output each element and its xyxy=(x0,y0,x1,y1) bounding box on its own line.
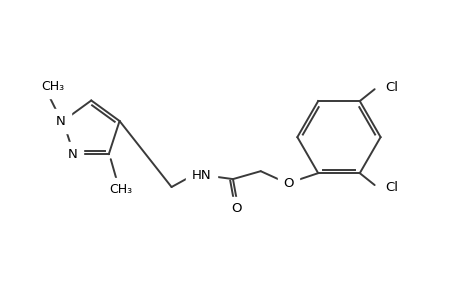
Text: Cl: Cl xyxy=(385,181,397,194)
Text: CH₃: CH₃ xyxy=(41,80,65,93)
Text: HN: HN xyxy=(191,169,211,182)
Text: N: N xyxy=(56,115,66,128)
Text: O: O xyxy=(283,177,293,190)
Text: CH₃: CH₃ xyxy=(109,183,132,196)
Text: Cl: Cl xyxy=(385,81,397,94)
Text: O: O xyxy=(231,202,241,215)
Text: N: N xyxy=(68,148,78,161)
